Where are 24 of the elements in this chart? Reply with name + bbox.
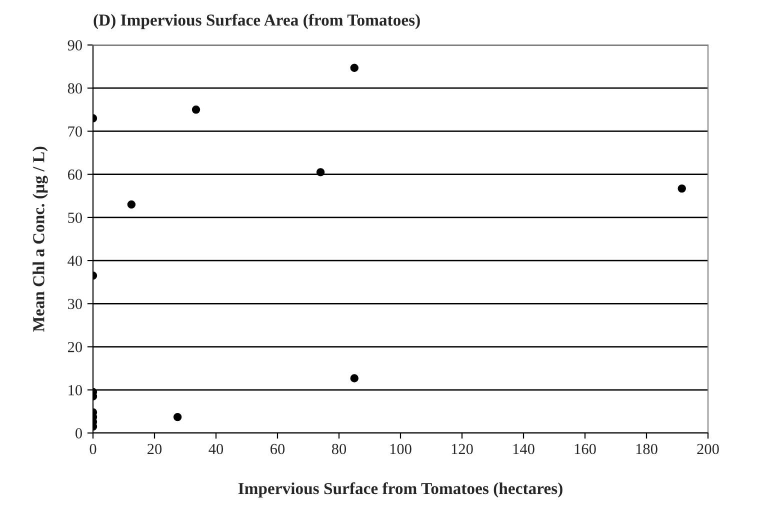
y-tick-label: 40 xyxy=(68,256,82,266)
y-tick-label: 70 xyxy=(68,126,82,137)
y-tick-label: 0 xyxy=(76,428,82,438)
x-tick-label: 40 xyxy=(208,444,224,454)
x-tick-label: 80 xyxy=(332,444,346,454)
y-tick-label: 80 xyxy=(68,83,82,94)
x-tick-label: 60 xyxy=(270,444,285,454)
x-tick-label: 200 xyxy=(697,444,719,454)
y-tick-label: 50 xyxy=(68,212,82,223)
chart-title: (D) Impervious Surface Area (from Tomatoes) xyxy=(94,14,420,30)
x-tick-label: 140 xyxy=(513,444,534,454)
y-axis-title: Mean Chl a Conc. (µg / L) xyxy=(32,146,48,332)
y-tick-label: 20 xyxy=(68,342,82,352)
y-tick-label: 90 xyxy=(68,40,82,50)
x-tick-label: 120 xyxy=(452,444,473,454)
y-tick-label: 10 xyxy=(68,385,82,396)
x-tick-label: 0 xyxy=(90,444,96,454)
x-tick-label: 20 xyxy=(148,444,162,454)
y-tick-label: 30 xyxy=(68,298,82,310)
y-tick-label: 60 xyxy=(68,169,82,180)
x-axis-title: Impervious Surface from Tomatoes (hectares) xyxy=(238,482,562,498)
x-tick-label: 180 xyxy=(636,444,658,454)
x-tick-label: 100 xyxy=(390,444,412,454)
x-tick-label: 160 xyxy=(574,444,596,454)
